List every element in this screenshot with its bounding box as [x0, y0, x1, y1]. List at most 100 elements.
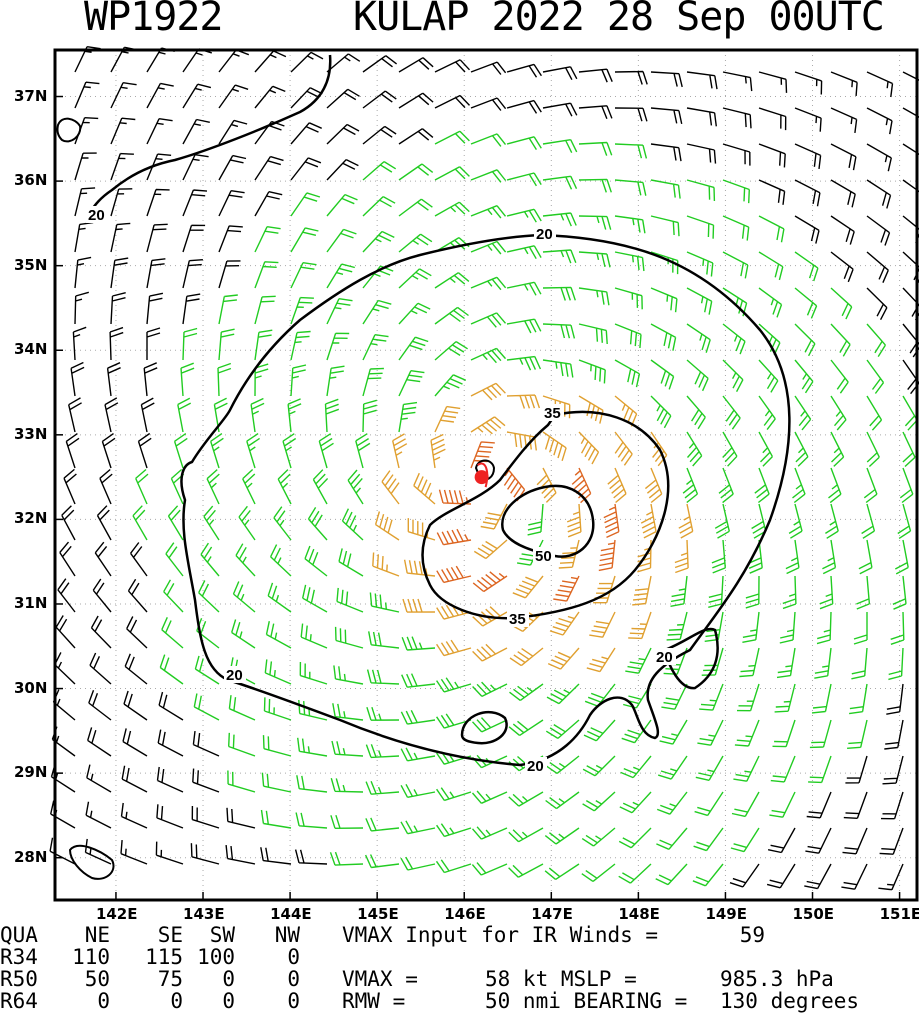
y-tick-label: 30N — [14, 678, 48, 697]
wind-barb — [218, 328, 235, 361]
wind-barb — [290, 262, 317, 289]
wind-barb — [847, 719, 868, 749]
footer-cell: 50 — [84, 967, 110, 991]
wind-barb — [326, 88, 360, 109]
wind-barb — [436, 565, 472, 584]
wind-barb — [758, 107, 787, 131]
contour-20-east-lobe — [663, 627, 719, 690]
wind-barb — [355, 433, 371, 469]
wind-barb — [578, 215, 612, 230]
wind-barb — [625, 647, 652, 674]
wind-barb — [398, 198, 433, 217]
wind-barb — [902, 395, 918, 431]
wind-barb — [218, 260, 241, 289]
wind-barb — [650, 107, 683, 125]
wind-barb — [858, 539, 873, 575]
wind-barb — [666, 611, 688, 641]
wind-barb — [218, 84, 249, 109]
wind-barb — [329, 851, 364, 866]
wind-barb — [578, 359, 606, 384]
wind-barb — [670, 575, 688, 607]
wind-barb — [711, 539, 726, 574]
wind-barb — [758, 431, 774, 467]
wind-barb — [398, 401, 418, 433]
wind-barb — [400, 856, 436, 871]
wind-barb — [334, 626, 364, 649]
wind-barb — [298, 699, 328, 721]
wind-barb — [193, 693, 220, 721]
wind-barb — [74, 81, 100, 109]
wind-barb — [866, 251, 889, 283]
wind-barb — [362, 334, 389, 361]
wind-barb — [678, 503, 694, 539]
wind-barb — [866, 179, 892, 209]
wind-barb — [398, 163, 434, 181]
wind-barb — [333, 665, 364, 685]
footer-row: QUA NE SE SW NW VMAX Input for IR Winds = 59 — [0, 924, 919, 946]
footer-cell: RMW = — [342, 989, 406, 1013]
wind-barb — [264, 659, 292, 685]
wind-barb — [581, 827, 616, 847]
x-tick-label: 147E — [531, 905, 573, 923]
wind-barb — [231, 619, 256, 649]
wind-barb — [794, 107, 822, 132]
wind-barb — [61, 505, 76, 541]
wind-barb — [841, 863, 868, 890]
wind-barb — [332, 703, 364, 721]
contour-20-main — [180, 233, 791, 767]
wind-barb — [506, 318, 542, 334]
wind-barb — [434, 341, 468, 361]
wind-barb — [341, 508, 364, 541]
wind-barb — [161, 617, 184, 649]
wind-barb — [218, 119, 248, 145]
wind-barb — [106, 362, 121, 397]
wind-barb — [218, 49, 250, 73]
wind-barb — [767, 827, 796, 854]
wind-barb — [200, 542, 220, 577]
wind-barb — [614, 395, 638, 427]
wind-barb — [434, 306, 469, 325]
wind-barb — [804, 863, 832, 890]
wind-barb — [661, 683, 688, 710]
wind-barb — [110, 292, 126, 325]
wind-barb — [722, 143, 751, 166]
wind-barb — [191, 805, 220, 829]
wind-barb — [146, 327, 161, 360]
wind-barb — [814, 647, 832, 679]
wind-barb — [163, 579, 184, 613]
wind-barb — [607, 467, 627, 504]
wind-barb — [366, 669, 400, 685]
wind-barb — [146, 292, 164, 325]
wind-barb — [120, 802, 148, 829]
wind-barb — [296, 775, 328, 793]
wind-barb — [603, 503, 620, 539]
wind-barb — [362, 90, 397, 109]
footer-cell: QUA — [0, 923, 38, 947]
footer-cell: 0 — [222, 989, 235, 1013]
wind-barb — [331, 740, 364, 757]
wind-barb — [722, 107, 752, 129]
wind-barb — [542, 323, 576, 339]
wind-barb — [326, 365, 345, 397]
wind-barb — [769, 791, 796, 818]
storm-name-date-title: KULAP 2022 28 Sep 00UTC — [353, 0, 885, 40]
wind-barb — [598, 539, 616, 572]
wind-barb — [294, 849, 328, 865]
wind-barb — [59, 541, 76, 577]
wind-barb — [842, 827, 868, 855]
wind-barb — [400, 783, 436, 798]
wind-barb — [217, 362, 232, 397]
y-tick-label: 36N — [14, 171, 48, 190]
wind-barb — [198, 580, 220, 613]
wind-barb — [695, 755, 724, 781]
wind-barb — [578, 105, 613, 120]
wind-barb — [805, 827, 832, 854]
wind-barb — [157, 729, 184, 757]
wind-barb — [650, 287, 678, 313]
wind-barb — [508, 863, 544, 878]
wind-barb — [614, 431, 633, 466]
wind-barb — [312, 469, 329, 505]
wind-barb — [722, 395, 741, 430]
wind-barb — [398, 268, 432, 289]
wind-barb — [766, 863, 796, 889]
